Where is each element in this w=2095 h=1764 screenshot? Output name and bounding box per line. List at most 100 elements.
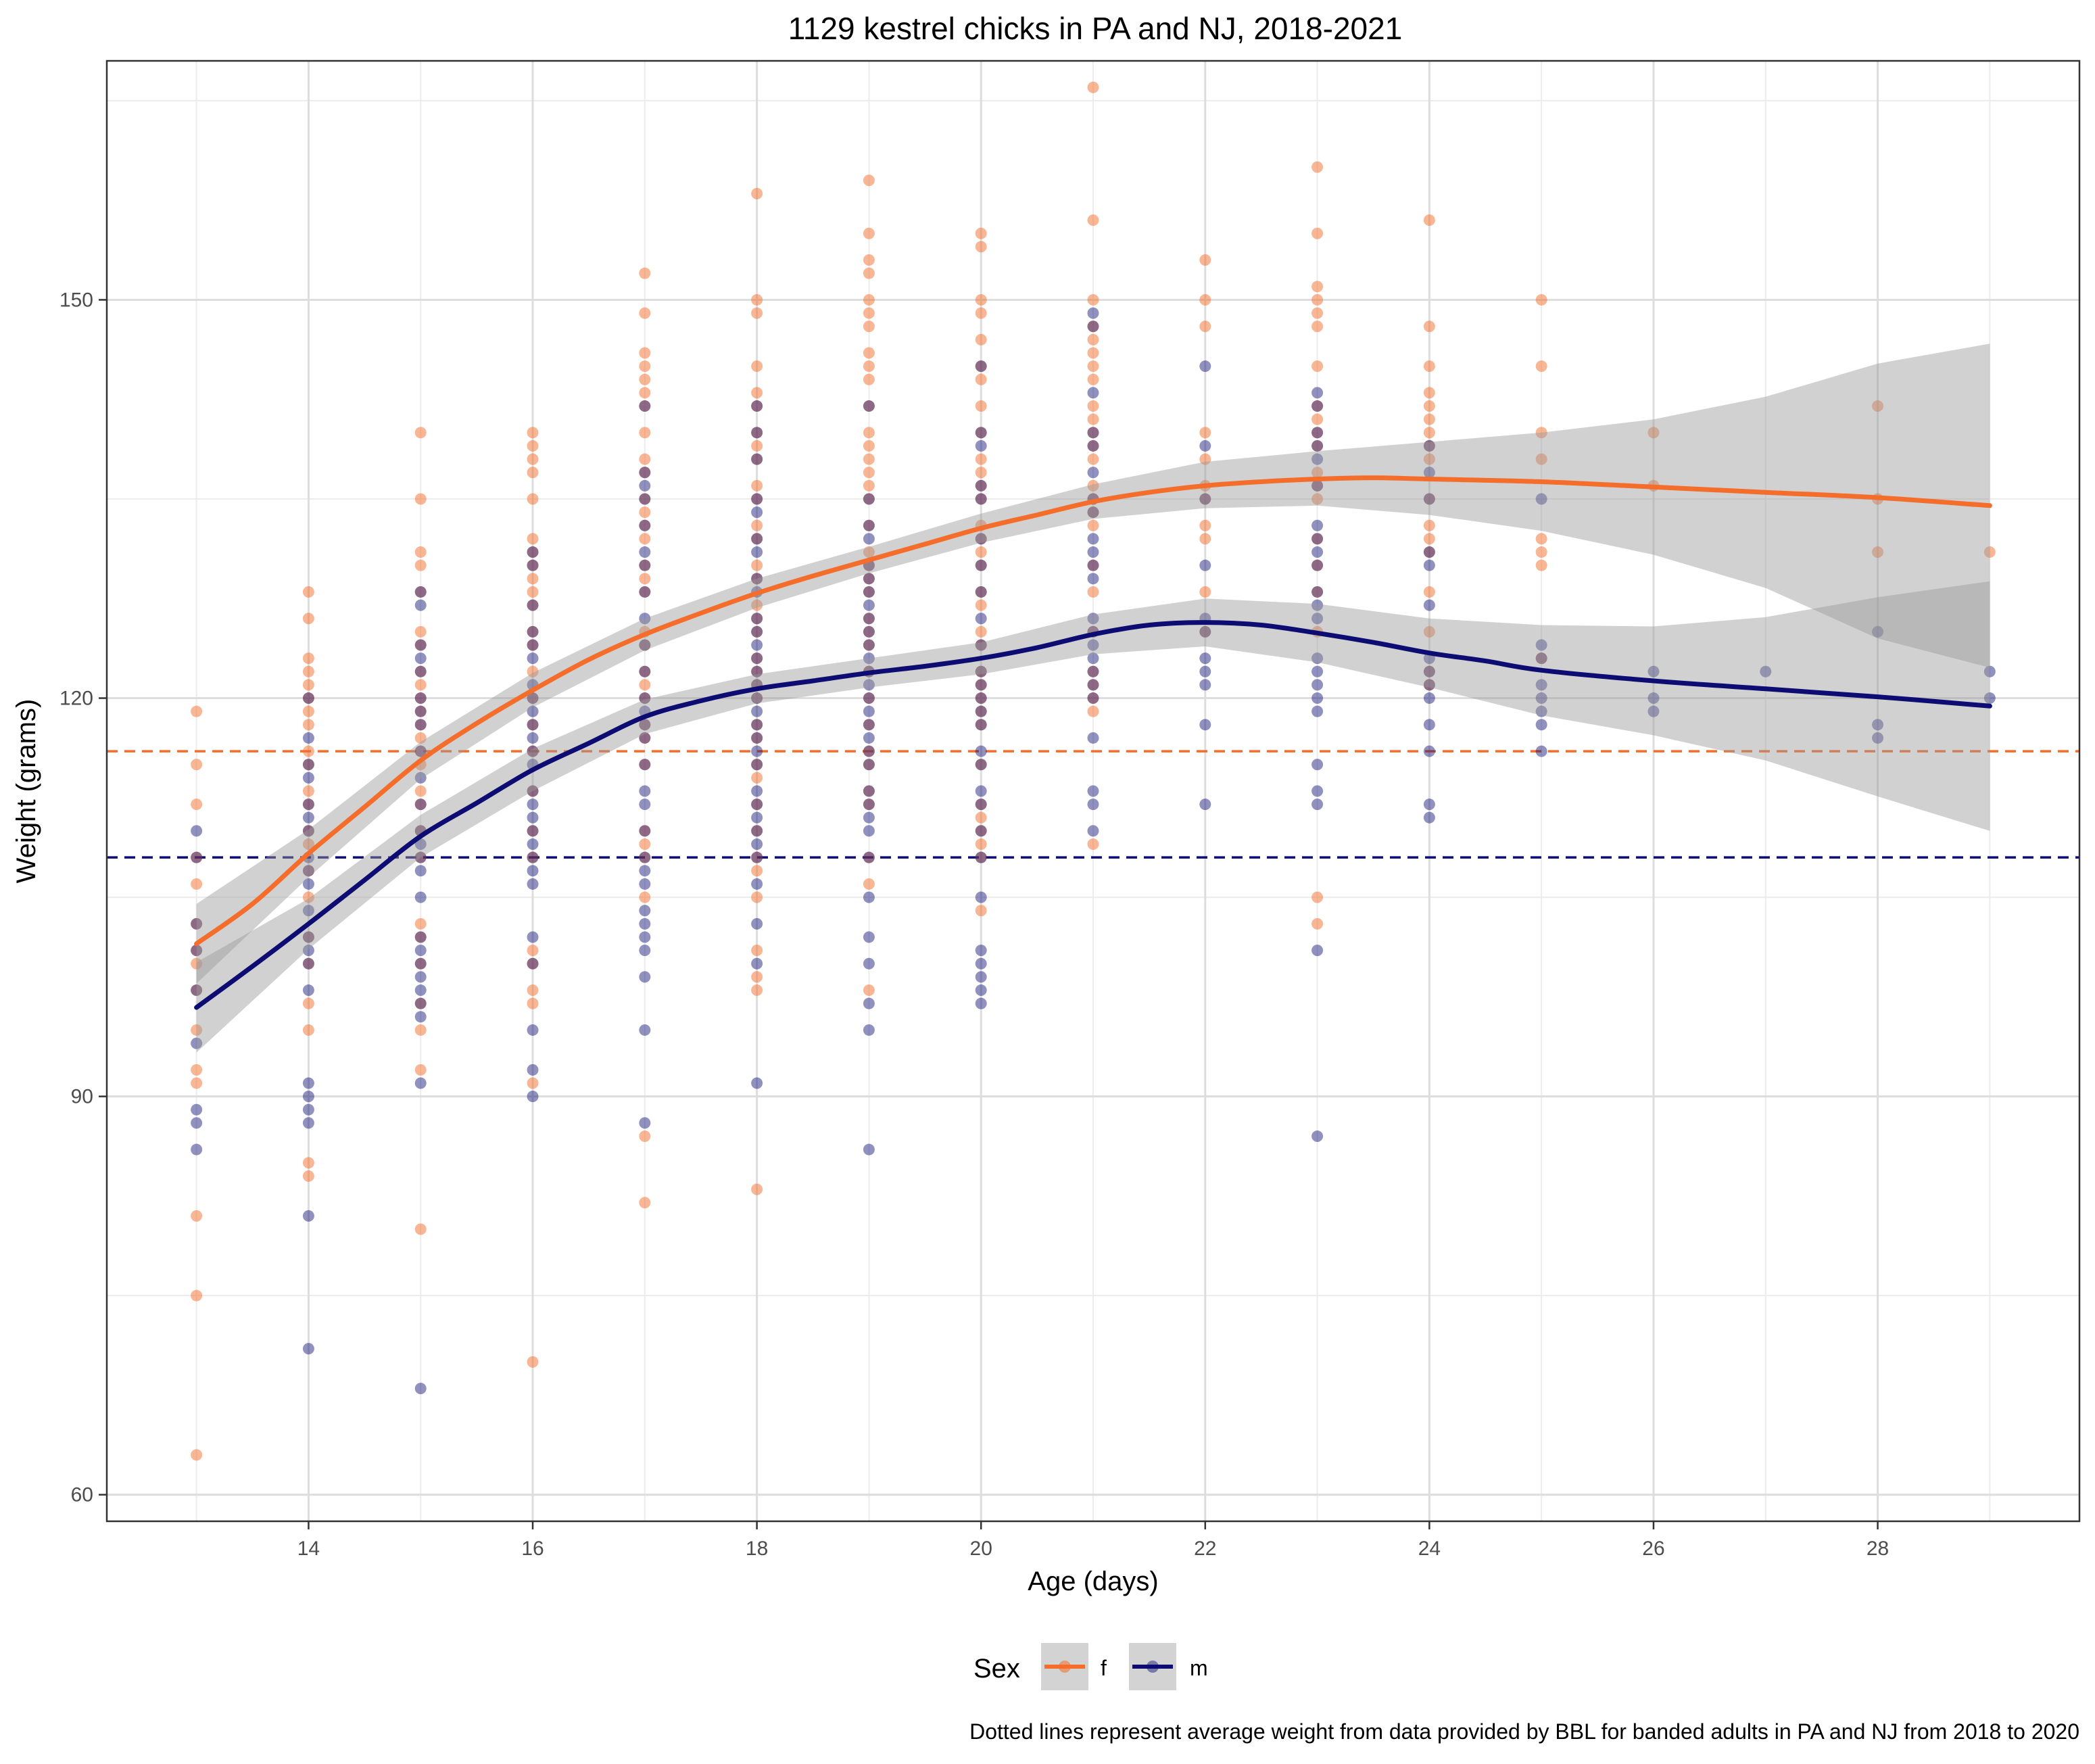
point-m xyxy=(863,625,875,638)
point-m xyxy=(863,519,875,531)
point-m xyxy=(414,984,427,997)
point-f xyxy=(1311,559,1324,571)
point-m xyxy=(751,493,763,505)
point-f xyxy=(639,493,651,505)
point-f xyxy=(1535,293,1547,306)
point-m xyxy=(414,692,427,705)
point-m xyxy=(751,400,763,412)
point-m xyxy=(639,971,651,983)
point-f xyxy=(302,719,314,731)
point-m xyxy=(1087,573,1099,585)
x-tick-label: 26 xyxy=(1642,1537,1664,1560)
legend-label-f: f xyxy=(1101,1656,1107,1680)
point-m xyxy=(527,878,539,890)
y-tick-label: 90 xyxy=(71,1086,93,1108)
point-f xyxy=(191,984,203,997)
point-f xyxy=(1423,546,1435,558)
point-m xyxy=(863,652,875,665)
point-f xyxy=(975,493,987,505)
point-f xyxy=(1535,453,1547,465)
point-f xyxy=(863,479,875,492)
point-f xyxy=(302,957,314,970)
point-m xyxy=(751,546,763,558)
point-m xyxy=(639,665,651,677)
point-f xyxy=(863,639,875,651)
point-f xyxy=(751,387,763,399)
point-f xyxy=(1311,479,1324,492)
point-m xyxy=(1423,493,1435,505)
point-f xyxy=(1087,692,1099,705)
point-f xyxy=(302,665,314,677)
point-m xyxy=(639,878,651,890)
point-m xyxy=(1311,785,1324,797)
point-m xyxy=(975,851,987,863)
point-f xyxy=(1087,333,1099,345)
point-m xyxy=(1423,599,1435,611)
point-m xyxy=(751,692,763,705)
point-f xyxy=(1087,705,1099,717)
point-f xyxy=(975,546,987,558)
point-f xyxy=(639,559,651,571)
point-m xyxy=(1647,705,1660,717)
y-axis-ticks: 60 90 120 150 xyxy=(59,289,107,1506)
point-f xyxy=(1199,453,1211,465)
point-f xyxy=(527,493,539,505)
point-f xyxy=(302,1024,314,1036)
point-f xyxy=(1423,665,1435,677)
point-f xyxy=(975,825,987,837)
point-f xyxy=(1423,679,1435,691)
point-f xyxy=(751,945,763,957)
point-f xyxy=(863,878,875,890)
point-f xyxy=(751,665,763,677)
point-m xyxy=(1199,439,1211,452)
point-m xyxy=(751,732,763,744)
point-f xyxy=(1087,586,1099,598)
legend-key-m-point xyxy=(1147,1661,1159,1673)
point-f xyxy=(751,599,763,611)
point-m xyxy=(751,665,763,677)
point-f xyxy=(527,745,539,757)
point-f xyxy=(1423,400,1435,412)
point-f xyxy=(975,307,987,319)
point-f xyxy=(975,533,987,545)
point-m xyxy=(1647,665,1660,677)
point-m xyxy=(639,639,651,651)
point-f xyxy=(191,705,203,717)
point-f xyxy=(527,719,539,731)
point-m xyxy=(527,705,539,717)
point-f xyxy=(751,427,763,439)
point-f xyxy=(863,719,875,731)
point-f xyxy=(302,865,314,877)
point-f xyxy=(414,639,427,651)
point-f xyxy=(414,745,427,757)
point-f xyxy=(639,759,651,771)
point-f xyxy=(1199,427,1211,439)
point-f xyxy=(975,705,987,717)
point-f xyxy=(975,851,987,863)
point-m xyxy=(639,825,651,837)
point-m xyxy=(1423,719,1435,731)
point-m xyxy=(639,400,651,412)
point-m xyxy=(1311,665,1324,677)
point-f xyxy=(639,679,651,691)
point-f xyxy=(191,957,203,970)
point-f xyxy=(751,771,763,784)
point-m xyxy=(302,1210,314,1222)
point-f xyxy=(975,373,987,385)
point-f xyxy=(1311,467,1324,479)
point-f xyxy=(863,347,875,359)
point-m xyxy=(1423,467,1435,479)
point-m xyxy=(639,851,651,863)
point-m xyxy=(863,759,875,771)
point-m xyxy=(639,785,651,797)
point-m xyxy=(414,745,427,757)
point-m xyxy=(1087,533,1099,545)
point-m xyxy=(1311,559,1324,571)
point-m xyxy=(302,825,314,837)
point-m xyxy=(863,785,875,797)
point-f xyxy=(191,1449,203,1461)
point-f xyxy=(863,493,875,505)
point-f xyxy=(527,546,539,558)
point-m xyxy=(751,1077,763,1089)
point-f xyxy=(639,453,651,465)
